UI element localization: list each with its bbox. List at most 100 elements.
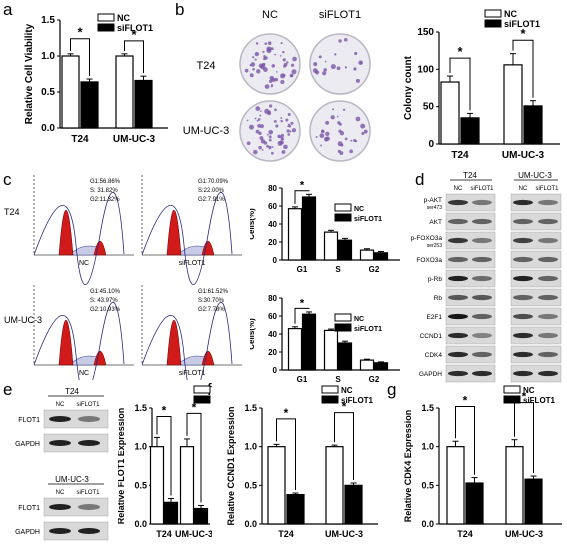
y-tick-label: 80: [268, 184, 277, 193]
blot-d-col-t24: T24: [463, 171, 477, 180]
bar-nc-g2: [359, 249, 375, 261]
significance-bracket: [124, 40, 144, 74]
colony-dot: [263, 67, 268, 72]
bar-nc-s: [323, 231, 339, 261]
x-tick-label-g2: G2: [369, 375, 380, 384]
chart-f-ccnd1-expression: 0.0 0.5 1.0 1.5 Relative CCND1 Expression T24…: [226, 385, 378, 539]
bar-nc-t24: [446, 446, 465, 525]
y-tick-label: 0: [273, 366, 278, 375]
colony-dot: [330, 115, 335, 120]
blot-band: [538, 237, 558, 244]
flow-xlabel: siFLOT1: [179, 370, 206, 377]
colony-dot: [270, 47, 274, 51]
colony-dot: [344, 66, 348, 69]
y-tick-label: 1.5: [421, 403, 434, 413]
colony-dot: [285, 118, 289, 122]
bar-nc-um-uc-3: [179, 446, 195, 525]
blot-d-col-umuc3: UM-UC-3: [518, 171, 552, 180]
colony-dot: [280, 79, 285, 85]
colony-dot: [257, 118, 261, 121]
y-tick-label: 0: [273, 256, 278, 265]
y-axis-label: Cells(%): [250, 208, 256, 240]
significance-bracket: [294, 307, 310, 324]
blot-band: [448, 199, 468, 206]
significance-star: *: [520, 26, 526, 41]
colony-dot: [282, 73, 286, 77]
blot-d-lane-siflot1: siFLOT1: [535, 186, 559, 192]
bar-nc-g1: [287, 208, 303, 261]
colony-dot: [354, 51, 358, 56]
colony-dot: [257, 124, 261, 128]
colony-dot: [280, 117, 283, 119]
legend-swatch-nc: [484, 9, 502, 18]
blot-row-label: FOXO3a: [416, 257, 442, 264]
colony-dot: [355, 116, 361, 122]
colony-dot: [338, 39, 342, 43]
blot-d-lane-nc: NC: [519, 186, 528, 192]
legend-label-nc: NC: [504, 9, 517, 19]
panel-letter-c: c: [3, 170, 12, 189]
blot-strip: [510, 364, 562, 383]
colony-dot: [250, 62, 256, 67]
legend-label-nc: NC: [523, 386, 535, 395]
blot-band: [448, 237, 468, 244]
flow-envelope: [141, 301, 233, 380]
legend-label-siflot1: siFLOT1: [354, 326, 382, 333]
colony-dot: [325, 131, 330, 137]
bar-nc-g1: [287, 327, 303, 371]
blot-band: [513, 313, 533, 320]
blot-band: [472, 370, 492, 377]
blot-d-row-rb: Rb: [434, 288, 562, 307]
y-tick-label: 20: [268, 238, 277, 247]
blot-strip: [510, 231, 562, 250]
blot-strip: [43, 521, 109, 541]
bar-nc-um-uc-3: [115, 55, 134, 129]
y-axis-label: Relative CDK4 Expression: [403, 410, 413, 523]
bar-nc-t24: [267, 446, 286, 525]
y-axis-label: Relative FLOT1 Expression: [118, 408, 126, 525]
colony-dot: [344, 137, 348, 141]
blot-e-umuc3-title: UM-UC-3: [55, 475, 89, 484]
colony-dot: [249, 124, 254, 130]
blot-e-row-label: FLOT1: [18, 505, 40, 512]
blot-row-label: GAPDH: [419, 371, 442, 378]
colony-dot: [361, 131, 365, 135]
legend-swatch-siflot1: [334, 213, 352, 222]
y-tick-label: 40: [268, 330, 277, 339]
flow-g2-peak: [93, 350, 107, 366]
blot-band: [538, 275, 558, 282]
western-blot-d: T24 UM-UC-3NC siFLOT1 NC siFLOT1p-AKTser473A…: [411, 171, 562, 383]
colony-dot: [266, 133, 269, 136]
legend-label-siflot1: siFLOT1: [117, 23, 153, 33]
bar-nc-um-uc-3: [503, 64, 523, 145]
colony-dot: [283, 62, 288, 67]
colony-dot: [253, 149, 258, 155]
legend-swatch-nc: [193, 385, 211, 394]
blot-band: [472, 237, 492, 244]
blot-band: [513, 237, 533, 244]
colony-dot: [339, 151, 344, 155]
blot-band: [513, 332, 533, 339]
blot-strip: [510, 212, 562, 231]
significance-star: *: [131, 27, 137, 42]
colony-dot: [258, 131, 262, 136]
blot-band: [513, 370, 533, 377]
chart-a-body: 0.0 0.5 1.0 1.5 Relative Cell Viability T24 * U…: [24, 13, 168, 145]
colony-dot: [282, 138, 285, 141]
chart-c2-cell-cycle-umuc3: 0 20 40 60 80 Cells(%) G1 * S G2 NC siFLOT1: [250, 294, 400, 384]
colony-dot: [261, 149, 264, 151]
y-tick-label: 100: [417, 64, 434, 75]
y-tick-label: 0.0: [244, 519, 257, 529]
x-tick-label-um-uc-3: UM-UC-3: [325, 529, 363, 539]
significance-star: *: [192, 400, 197, 414]
bar-siflot1-um-uc-3: [344, 484, 363, 525]
flow-stat: S: 31.82%: [90, 188, 118, 194]
blot-band: [78, 504, 100, 510]
x-tick-label-t24: T24: [278, 529, 294, 539]
colony-dot: [268, 104, 273, 108]
flow-g2-peak: [201, 350, 215, 366]
significance-bracket: [276, 418, 296, 491]
y-tick-label: 80: [268, 294, 277, 303]
blot-band: [472, 294, 492, 301]
